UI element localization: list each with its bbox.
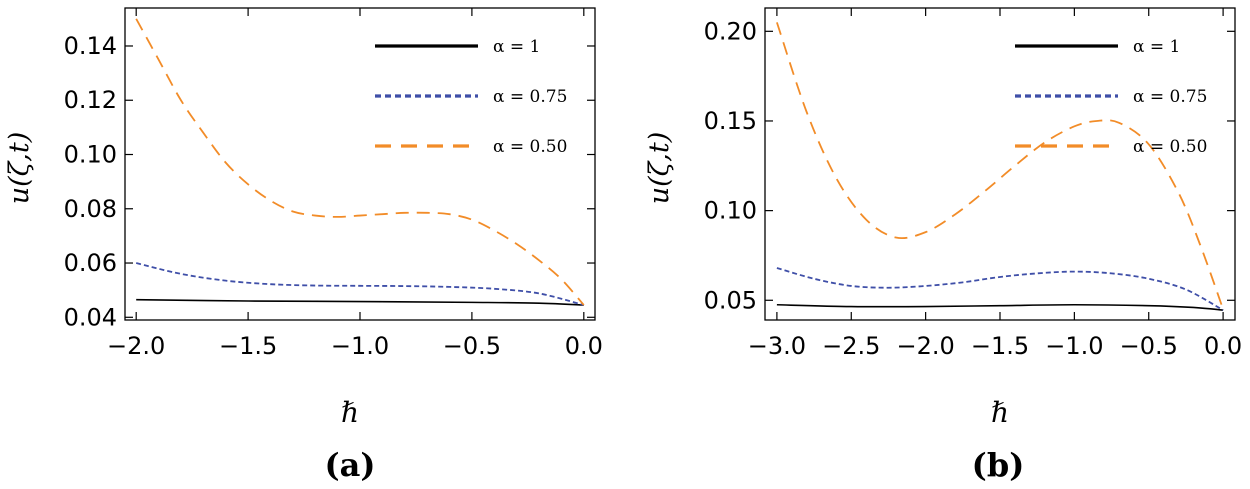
panel-a-series xyxy=(135,18,585,306)
panel-b-y-tick-label: 0.20 xyxy=(704,17,757,45)
panel-b-x-tick-label: −1.0 xyxy=(1045,332,1103,360)
panel-b-x-tick-label: −2.5 xyxy=(822,332,880,360)
panel-a-x-tick-label: −0.5 xyxy=(443,332,501,360)
panel-b-x-axis-label: ℏ xyxy=(991,396,1009,429)
panel-a-legend-label-0: α = 1 xyxy=(493,37,540,57)
panel-b-series xyxy=(776,22,1224,311)
panel-b-legend-label-1: α = 0.75 xyxy=(1133,87,1207,107)
panel-b-caption: (b) xyxy=(972,446,1025,484)
panel-a-x-tick-label: −2.0 xyxy=(107,332,165,360)
panel-a-x-axis: −2.0 −1.5 −1.0 −0.5 0.0 xyxy=(107,8,603,360)
panel-b-y-axis-label: u(ζ,t) xyxy=(644,132,675,205)
panel-a-series-line-2 xyxy=(135,18,585,306)
panel-a-y-tick-label: 0.14 xyxy=(64,32,117,60)
panel-b-x-tick-label: −2.0 xyxy=(896,332,954,360)
panel-a-x-tick-label: −1.0 xyxy=(331,332,389,360)
panel-b-y-tick-label: 0.15 xyxy=(704,107,757,135)
panel-a-legend-label-2: α = 0.50 xyxy=(493,137,567,157)
panel-a-chart: 0.04 0.06 0.08 0.10 0.12 0.14 −2.0 −1.5 −1.0 −0.… xyxy=(4,7,603,484)
panel-b-series-line-2 xyxy=(776,22,1224,310)
panel-a-y-tick-label: 0.08 xyxy=(64,195,117,223)
panel-b-series-line-0 xyxy=(776,303,1224,311)
panel-a-caption: (a) xyxy=(324,446,375,484)
panel-b-legend-label-2: α = 0.50 xyxy=(1133,137,1207,157)
panel-b-y-tick-label: 0.10 xyxy=(704,197,757,225)
panel-b-legend: α = 1 α = 0.75 α = 0.50 xyxy=(1015,37,1207,157)
panel-a-legend-label-1: α = 0.75 xyxy=(493,87,567,107)
panel-a-legend: α = 1 α = 0.75 α = 0.50 xyxy=(375,37,567,157)
panel-a-x-tick-label: −1.5 xyxy=(219,332,277,360)
panel-b-x-tick-label: −3.0 xyxy=(748,332,806,360)
panel-b-series-line-1 xyxy=(776,267,1224,311)
panel-a-series-line-0 xyxy=(136,298,584,306)
panel-a-x-tick-label: 0.0 xyxy=(565,332,603,360)
panel-a-y-tick-label: 0.04 xyxy=(64,303,117,331)
panel-a-y-axis-label: u(ζ,t) xyxy=(4,132,35,205)
panel-b-x-tick-label: −1.5 xyxy=(971,332,1029,360)
panel-b-x-tick-label: −0.5 xyxy=(1120,332,1178,360)
panel-b-y-axis: 0.05 0.10 0.15 0.20 xyxy=(704,17,1235,314)
panel-b-chart: 0.05 0.10 0.15 0.20 −3.0 −2.5 −2.0 −1.5 −1.0 −0.… xyxy=(644,7,1242,484)
panel-a-y-axis: 0.04 0.06 0.08 0.10 0.12 0.14 xyxy=(64,32,595,331)
panel-a-x-axis-label: ℏ xyxy=(341,396,359,429)
panel-a-y-tick-label: 0.12 xyxy=(64,86,117,114)
panel-a-y-tick-label: 0.06 xyxy=(64,249,117,277)
panel-a-y-tick-label: 0.10 xyxy=(64,141,117,169)
panel-b-x-tick-label: 0.0 xyxy=(1204,332,1242,360)
panel-b-y-tick-label: 0.05 xyxy=(704,286,757,314)
panel-b-legend-label-0: α = 1 xyxy=(1133,37,1180,57)
panel-a-series-line-1 xyxy=(135,262,585,306)
panel-b-x-axis: −3.0 −2.5 −2.0 −1.5 −1.0 −0.5 0.0 xyxy=(748,8,1242,360)
